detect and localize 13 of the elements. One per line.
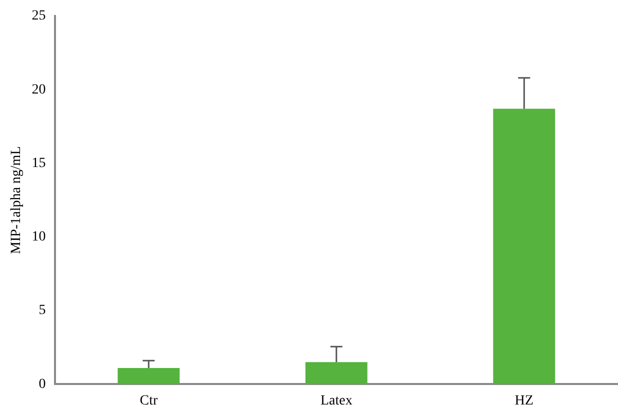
y-tick-label: 5 bbox=[38, 303, 46, 318]
y-tick-label: 15 bbox=[32, 156, 46, 171]
y-axis-title: MIP-1alpha ng/mL bbox=[9, 146, 24, 254]
y-tick-label: 10 bbox=[32, 230, 46, 245]
x-tick-label: HZ bbox=[514, 393, 534, 408]
y-tick-label: 0 bbox=[38, 376, 46, 392]
y-tick-label: 25 bbox=[32, 8, 46, 24]
bar bbox=[305, 362, 368, 384]
bar bbox=[493, 108, 556, 384]
y-tick-label: 20 bbox=[32, 82, 46, 98]
x-tick-label: Latex bbox=[320, 393, 352, 408]
bar bbox=[118, 368, 180, 384]
x-tick-label: Ctr bbox=[140, 393, 158, 408]
